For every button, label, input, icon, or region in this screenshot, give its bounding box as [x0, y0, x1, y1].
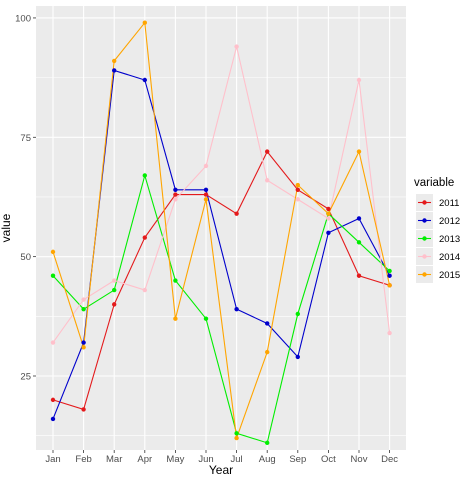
data-point-2011 — [112, 302, 117, 307]
data-point-2015 — [326, 211, 331, 216]
data-point-2011 — [295, 187, 300, 193]
y-tick-label: 25 — [20, 372, 31, 383]
major-gridlines — [36, 6, 406, 450]
legend-key-point — [422, 272, 427, 277]
data-point-2014 — [203, 163, 209, 169]
series-lines — [52, 21, 391, 444]
x-tick-label: Oct — [321, 454, 336, 465]
data-point-2011 — [203, 192, 209, 197]
legend-key-point — [422, 218, 427, 223]
data-point-2012 — [142, 77, 147, 83]
legend-label-2015: 2015 — [439, 270, 460, 281]
data-point-2012 — [356, 216, 362, 221]
series-points — [50, 20, 392, 446]
y-tick-label: 75 — [20, 133, 31, 144]
data-point-2015 — [142, 20, 147, 25]
data-point-2014 — [50, 340, 56, 345]
data-point-2014 — [173, 197, 178, 202]
data-point-2014 — [265, 178, 270, 183]
data-point-2014 — [295, 197, 300, 202]
x-tick-label: Dec — [381, 454, 398, 465]
legend: variable 2011 2012 2013 2014 2015 — [414, 177, 460, 283]
x-tick-label: Apr — [137, 454, 152, 465]
x-axis-title: Year — [209, 463, 233, 477]
data-point-2013 — [50, 273, 56, 278]
legend-label-2012: 2012 — [439, 216, 460, 227]
series-line-2014 — [52, 46, 391, 343]
data-point-2014 — [387, 330, 392, 336]
data-point-2012 — [387, 273, 392, 278]
data-point-2011 — [81, 407, 86, 412]
data-point-2011 — [50, 397, 56, 403]
data-point-2011 — [326, 206, 331, 212]
data-point-2015 — [295, 182, 300, 188]
data-point-2012 — [326, 230, 331, 235]
y-axis: 25 50 75 100 — [15, 13, 36, 383]
data-point-2012 — [173, 187, 178, 193]
data-point-2015 — [234, 435, 239, 441]
data-point-2013 — [203, 316, 209, 321]
legend-label-2014: 2014 — [439, 252, 460, 263]
data-point-2012 — [112, 68, 117, 73]
legend-title: variable — [414, 177, 454, 189]
x-tick-label: Jun — [198, 454, 213, 465]
x-tick-label: Jan — [45, 454, 60, 465]
data-point-2012 — [265, 321, 270, 326]
x-tick-label: Nov — [351, 454, 368, 465]
data-point-2014 — [81, 297, 86, 302]
legend-key-point — [422, 236, 427, 241]
series-line-2015 — [52, 21, 391, 439]
data-point-2015 — [356, 149, 362, 154]
data-point-2015 — [112, 58, 117, 64]
data-point-2013 — [234, 431, 239, 436]
data-point-2012 — [234, 306, 239, 312]
data-point-2014 — [112, 278, 117, 283]
data-point-2013 — [387, 268, 392, 274]
data-point-2012 — [295, 354, 300, 360]
legend-key-point — [422, 254, 427, 259]
data-point-2015 — [173, 316, 178, 321]
data-point-2012 — [50, 416, 56, 422]
series-line-2011 — [52, 150, 390, 411]
data-point-2011 — [234, 211, 239, 216]
series-line-2012 — [52, 69, 391, 420]
data-point-2015 — [387, 283, 392, 288]
data-point-2013 — [81, 306, 86, 312]
data-point-2013 — [112, 287, 117, 293]
data-point-2011 — [356, 273, 362, 278]
data-point-2014 — [326, 216, 331, 221]
data-point-2014 — [142, 287, 147, 293]
x-tick-label: Sep — [289, 454, 306, 465]
data-point-2013 — [142, 173, 147, 178]
data-point-2011 — [265, 149, 270, 154]
y-tick-label: 100 — [15, 13, 31, 24]
data-point-2011 — [142, 235, 147, 240]
data-point-2013 — [265, 440, 270, 446]
data-point-2013 — [295, 311, 300, 317]
data-point-2012 — [81, 340, 86, 345]
data-point-2015 — [203, 197, 209, 202]
x-tick-label: May — [166, 454, 184, 465]
legend-label-2013: 2013 — [439, 234, 460, 245]
data-point-2015 — [81, 345, 86, 350]
data-point-2012 — [203, 187, 209, 193]
x-tick-label: Mar — [106, 454, 122, 465]
data-point-2015 — [265, 349, 270, 355]
data-point-2013 — [356, 240, 362, 245]
data-point-2011 — [173, 192, 178, 197]
y-axis-title: value — [0, 213, 13, 242]
y-tick-label: 50 — [20, 252, 31, 263]
x-tick-label: Aug — [259, 454, 276, 465]
series-line-2013 — [52, 173, 390, 444]
legend-label-2011: 2011 — [439, 198, 459, 209]
data-point-2014 — [234, 44, 239, 49]
data-point-2015 — [50, 249, 56, 255]
x-tick-label: Feb — [75, 454, 91, 465]
data-point-2013 — [173, 278, 178, 283]
legend-key-point — [422, 200, 427, 205]
x-tick-label: Jul — [231, 454, 243, 465]
x-axis: Jan Feb Mar Apr May Jun Jul Aug Sep Oct Nov Dec — [45, 450, 398, 465]
data-point-2014 — [356, 77, 362, 83]
